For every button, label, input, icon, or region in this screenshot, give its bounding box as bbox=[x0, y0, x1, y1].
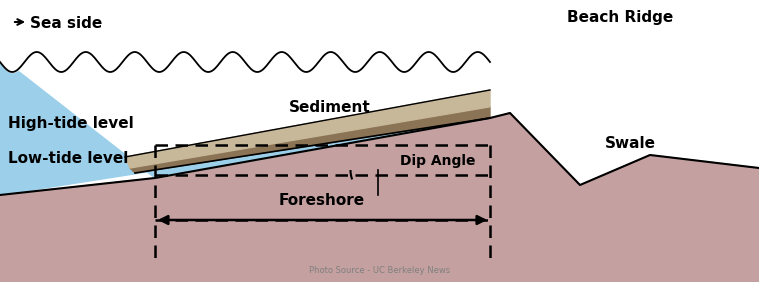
Polygon shape bbox=[0, 57, 490, 195]
Text: Sediment: Sediment bbox=[289, 100, 371, 115]
Text: Dip Angle: Dip Angle bbox=[400, 154, 475, 168]
Polygon shape bbox=[125, 90, 490, 168]
Text: Photo Source - UC Berkeley News: Photo Source - UC Berkeley News bbox=[309, 266, 450, 275]
Text: High-tide level: High-tide level bbox=[8, 116, 134, 131]
Text: Swale: Swale bbox=[604, 136, 656, 151]
Text: Foreshore: Foreshore bbox=[279, 193, 365, 208]
Text: Beach Ridge: Beach Ridge bbox=[567, 10, 673, 25]
Polygon shape bbox=[130, 107, 490, 173]
Text: Sea side: Sea side bbox=[30, 17, 102, 32]
Text: Low-tide level: Low-tide level bbox=[8, 151, 128, 166]
Polygon shape bbox=[0, 113, 759, 282]
